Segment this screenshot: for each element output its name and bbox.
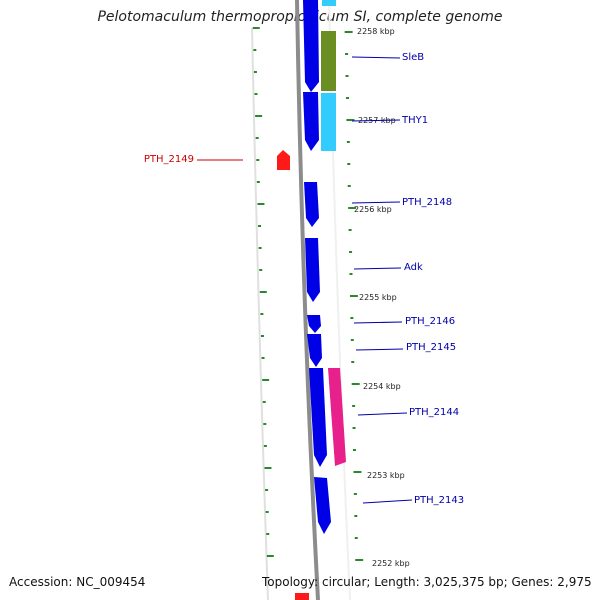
gene-labels: SleB THY1 PTH_2149 PTH_2148 Adk PTH_2146 PTH_2… [144, 52, 464, 506]
feature-thy1-block [321, 93, 336, 151]
gene-arrow [303, 92, 319, 151]
gene-leader-line [357, 412, 408, 416]
gene-leader-line [353, 267, 402, 270]
gene-arrow [314, 477, 331, 534]
gene-label[interactable]: SleB [402, 52, 424, 63]
scale-label: 2258 kbp [357, 27, 395, 36]
gene-label[interactable]: PTH_2143 [414, 495, 464, 506]
feature-top-block [322, 0, 336, 6]
gene-arrow [305, 238, 320, 302]
gene-leader-line [351, 56, 401, 59]
gene-arrow [307, 334, 322, 367]
gene-leader-line [351, 201, 401, 204]
gene-label[interactable]: Adk [404, 262, 423, 273]
outer-track [251, 27, 269, 600]
gene-leader-line [353, 321, 403, 324]
origin-marker [295, 593, 309, 600]
gene-arrow [304, 182, 319, 227]
forward-gene-track [303, 0, 331, 534]
scale-label: 2253 kbp [367, 471, 405, 480]
genome-backbone [295, 0, 320, 600]
feature-sleb-block [321, 31, 336, 91]
accession-text: Accession: NC_009454 [9, 575, 146, 589]
gene-arrow [303, 0, 319, 92]
gene-leader-line [362, 499, 413, 504]
gene-leader-line [355, 348, 404, 351]
scale-label: 2256 kbp [354, 205, 392, 214]
gene-arrow [307, 315, 321, 333]
gene-label[interactable]: PTH_2144 [409, 407, 459, 418]
gene-label[interactable]: THY1 [401, 115, 428, 126]
gene-arrow [309, 368, 327, 467]
map-title: Pelotomaculum thermopropionicum SI, comp… [97, 9, 503, 25]
gene-leader-line [351, 119, 401, 122]
gene-label[interactable]: PTH_2146 [405, 316, 455, 327]
gene-label[interactable]: PTH_2148 [402, 197, 452, 208]
right-tick-track [344, 31, 364, 561]
genome-summary-text: Topology: circular; Length: 3,025,375 bp… [262, 575, 592, 589]
scale-label: 2255 kbp [359, 293, 397, 302]
gene-label[interactable]: PTH_2149 [144, 154, 194, 165]
left-tick-track [252, 27, 274, 557]
scale-label: 2254 kbp [363, 382, 401, 391]
gene-label[interactable]: PTH_2145 [406, 342, 456, 353]
scale-label: 2252 kbp [372, 559, 410, 568]
gene-arrow-reverse [277, 150, 290, 170]
feature-pth2144-block [328, 368, 346, 466]
